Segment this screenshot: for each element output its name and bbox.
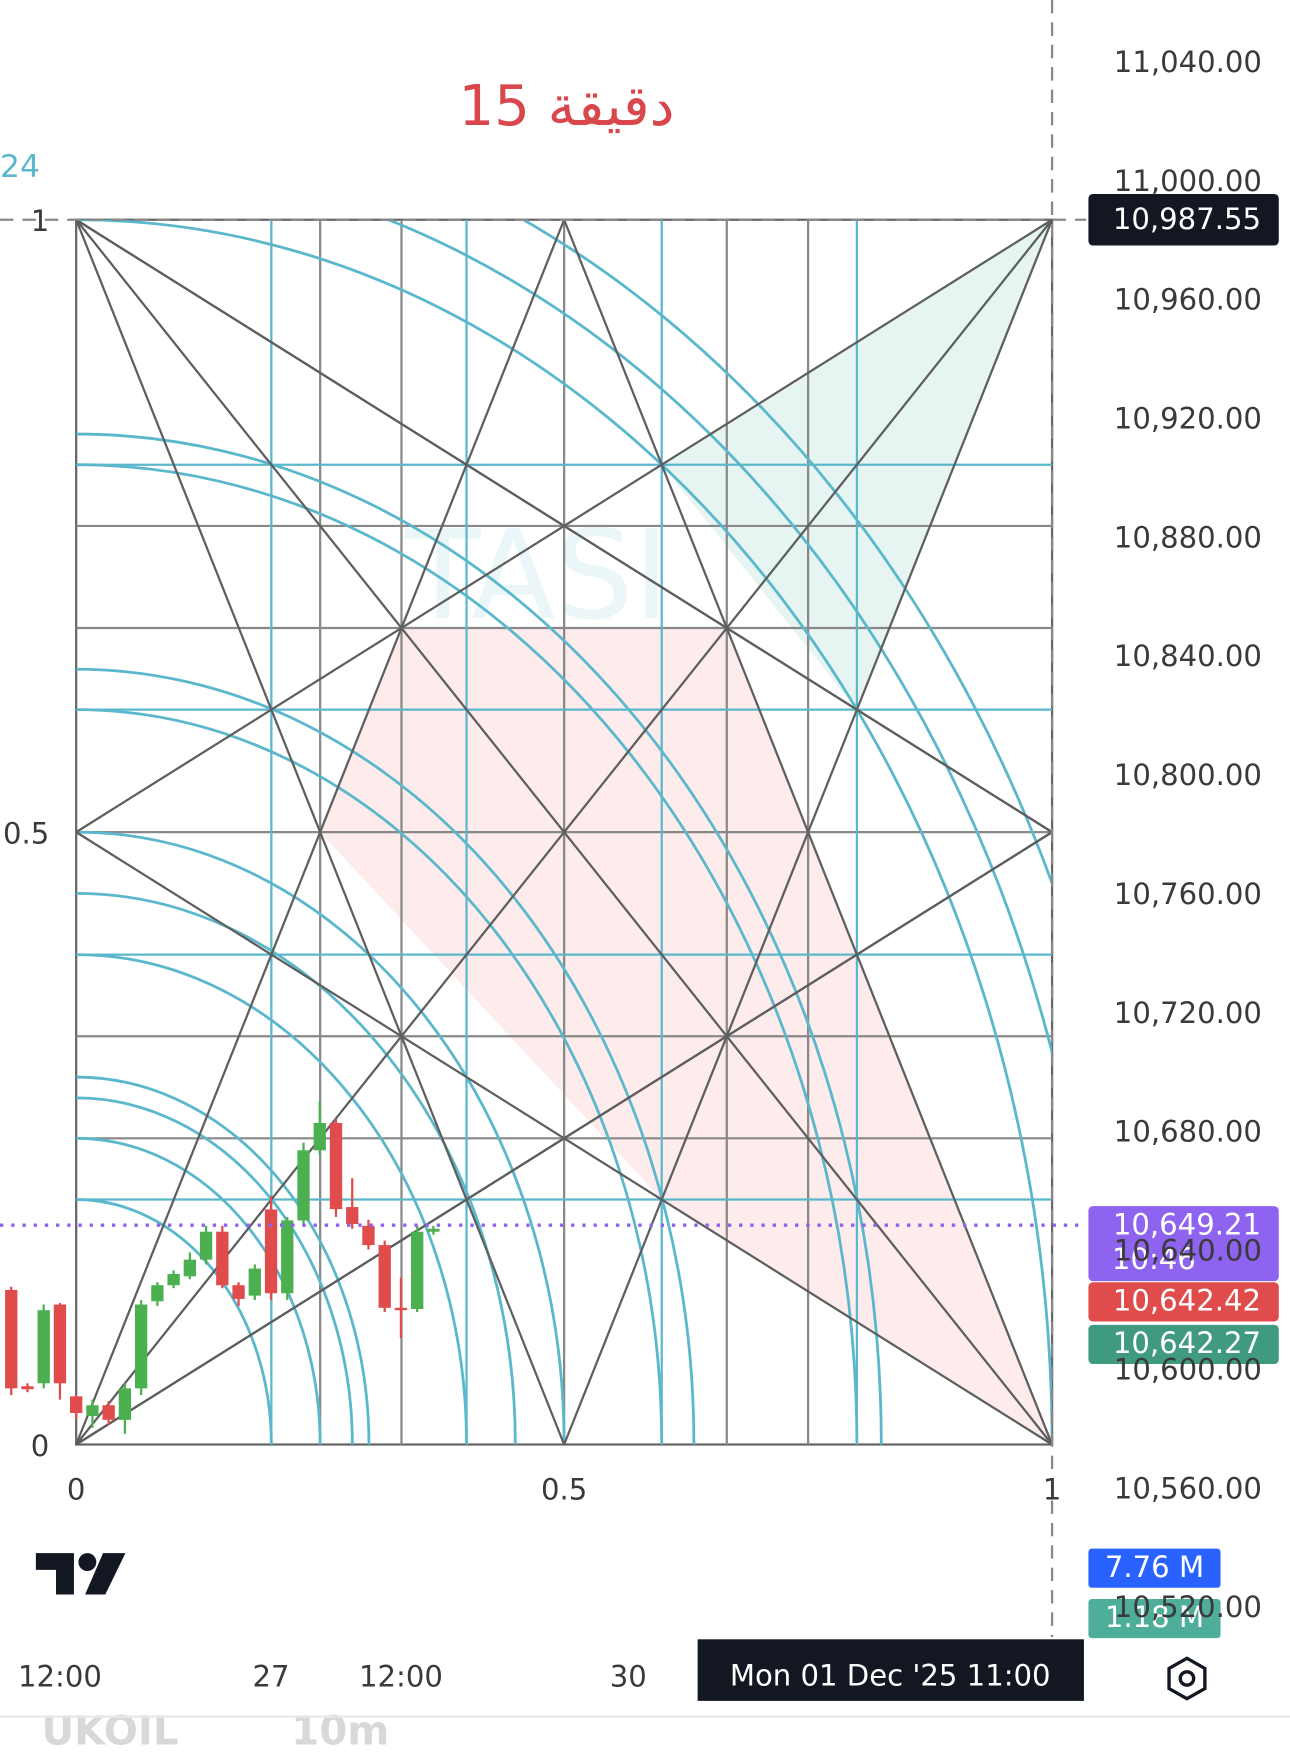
candle-body bbox=[134, 1304, 148, 1389]
candle-body bbox=[37, 1310, 50, 1384]
candle-body bbox=[297, 1150, 310, 1221]
y-tick-label: 10,680.00 bbox=[1114, 1115, 1262, 1149]
candle-body bbox=[86, 1405, 99, 1416]
gann-level-x: 1 bbox=[1043, 1473, 1062, 1507]
crosshair-price-label: 10,987.55 bbox=[1113, 202, 1261, 236]
candle-body bbox=[411, 1231, 424, 1309]
candle-body bbox=[70, 1396, 83, 1413]
volume-badge bbox=[1088, 1598, 1221, 1639]
y-tick-label: 10,640.00 bbox=[1114, 1234, 1262, 1268]
settings-icon[interactable] bbox=[1167, 1656, 1207, 1701]
gann-line bbox=[75, 219, 1053, 1446]
candle-body bbox=[53, 1304, 67, 1384]
y-tick-label: 10,520.00 bbox=[1114, 1590, 1262, 1624]
candle-body bbox=[394, 1307, 408, 1311]
candle-body bbox=[102, 1405, 115, 1420]
candle-body bbox=[232, 1285, 245, 1299]
y-tick-label: 10,600.00 bbox=[1114, 1352, 1262, 1386]
volume-badge-label: 7.76 M bbox=[1105, 1550, 1204, 1584]
countdown-label: 10:46 bbox=[1112, 1242, 1196, 1276]
candle-body bbox=[313, 1122, 326, 1151]
candle-body bbox=[346, 1207, 359, 1225]
gann-level-y: 1 bbox=[31, 204, 50, 238]
candle-body bbox=[21, 1386, 34, 1390]
x-tick-label: 27 bbox=[253, 1659, 290, 1693]
candle-body bbox=[5, 1289, 18, 1389]
price-badge-label: 10,642.27 bbox=[1113, 1326, 1261, 1360]
price-badge bbox=[1088, 1282, 1279, 1322]
candle-body bbox=[199, 1231, 213, 1260]
symbol-label: UKOIL bbox=[41, 1707, 178, 1754]
tradingview-logo bbox=[35, 1553, 126, 1595]
y-tick-label: 10,960.00 bbox=[1114, 283, 1262, 317]
gann-level-x: 0.5 bbox=[541, 1473, 587, 1507]
gann-line bbox=[75, 219, 566, 1445]
volume-badge bbox=[1088, 1548, 1221, 1588]
crosshair-time-label: Mon 01 Dec '25 11:00 bbox=[730, 1658, 1051, 1692]
candle-body bbox=[281, 1220, 294, 1294]
y-tick-label: 11,000.00 bbox=[1114, 164, 1262, 198]
candle-body bbox=[151, 1285, 164, 1302]
gann-level-y: 0.5 bbox=[3, 816, 49, 850]
cutoff-label: 24 bbox=[0, 149, 40, 185]
crosshair-time-badge bbox=[697, 1639, 1084, 1701]
watermark: TASI bbox=[404, 505, 669, 648]
current-price-label: 10,649.21 bbox=[1113, 1207, 1261, 1241]
candle-body bbox=[248, 1268, 261, 1296]
candle-body bbox=[427, 1228, 440, 1232]
candle-body bbox=[362, 1225, 375, 1246]
chart-title: دقيقة 15 bbox=[459, 74, 675, 139]
y-tick-label: 11,040.00 bbox=[1114, 45, 1262, 79]
gann-level-y: 0 bbox=[31, 1429, 50, 1463]
candle-body bbox=[329, 1122, 343, 1210]
x-tick-label: 12:00 bbox=[359, 1659, 443, 1693]
y-tick-label: 10,800.00 bbox=[1114, 758, 1262, 792]
crosshair-price-badge bbox=[1088, 193, 1279, 246]
y-tick-label: 10,920.00 bbox=[1114, 401, 1262, 435]
gann-line bbox=[563, 219, 1054, 1445]
interval-label: 10m bbox=[291, 1707, 389, 1754]
gann-level-x: 0 bbox=[67, 1473, 86, 1507]
y-tick-label: 10,840.00 bbox=[1114, 639, 1262, 673]
y-tick-label: 10,880.00 bbox=[1114, 520, 1262, 554]
x-tick-label: 12:00 bbox=[18, 1659, 102, 1693]
volume-badge-label: 1.18 M bbox=[1105, 1600, 1204, 1634]
candle-body bbox=[216, 1231, 229, 1286]
candle-body bbox=[118, 1388, 132, 1420]
y-tick-label: 10,560.00 bbox=[1114, 1471, 1262, 1505]
candle-body bbox=[264, 1209, 278, 1294]
gann-line bbox=[75, 218, 1053, 834]
x-tick-label: 30 bbox=[610, 1659, 647, 1693]
price-badge bbox=[1088, 1324, 1279, 1365]
candle-body bbox=[378, 1245, 391, 1308]
y-tick-label: 10,720.00 bbox=[1114, 996, 1262, 1030]
candle-body bbox=[183, 1259, 197, 1277]
candle-body bbox=[167, 1273, 180, 1286]
current-price-badge bbox=[1088, 1206, 1279, 1282]
price-badge-label: 10,642.42 bbox=[1113, 1283, 1261, 1317]
y-tick-label: 10,760.00 bbox=[1114, 877, 1262, 911]
gann-line bbox=[75, 831, 1053, 1446]
